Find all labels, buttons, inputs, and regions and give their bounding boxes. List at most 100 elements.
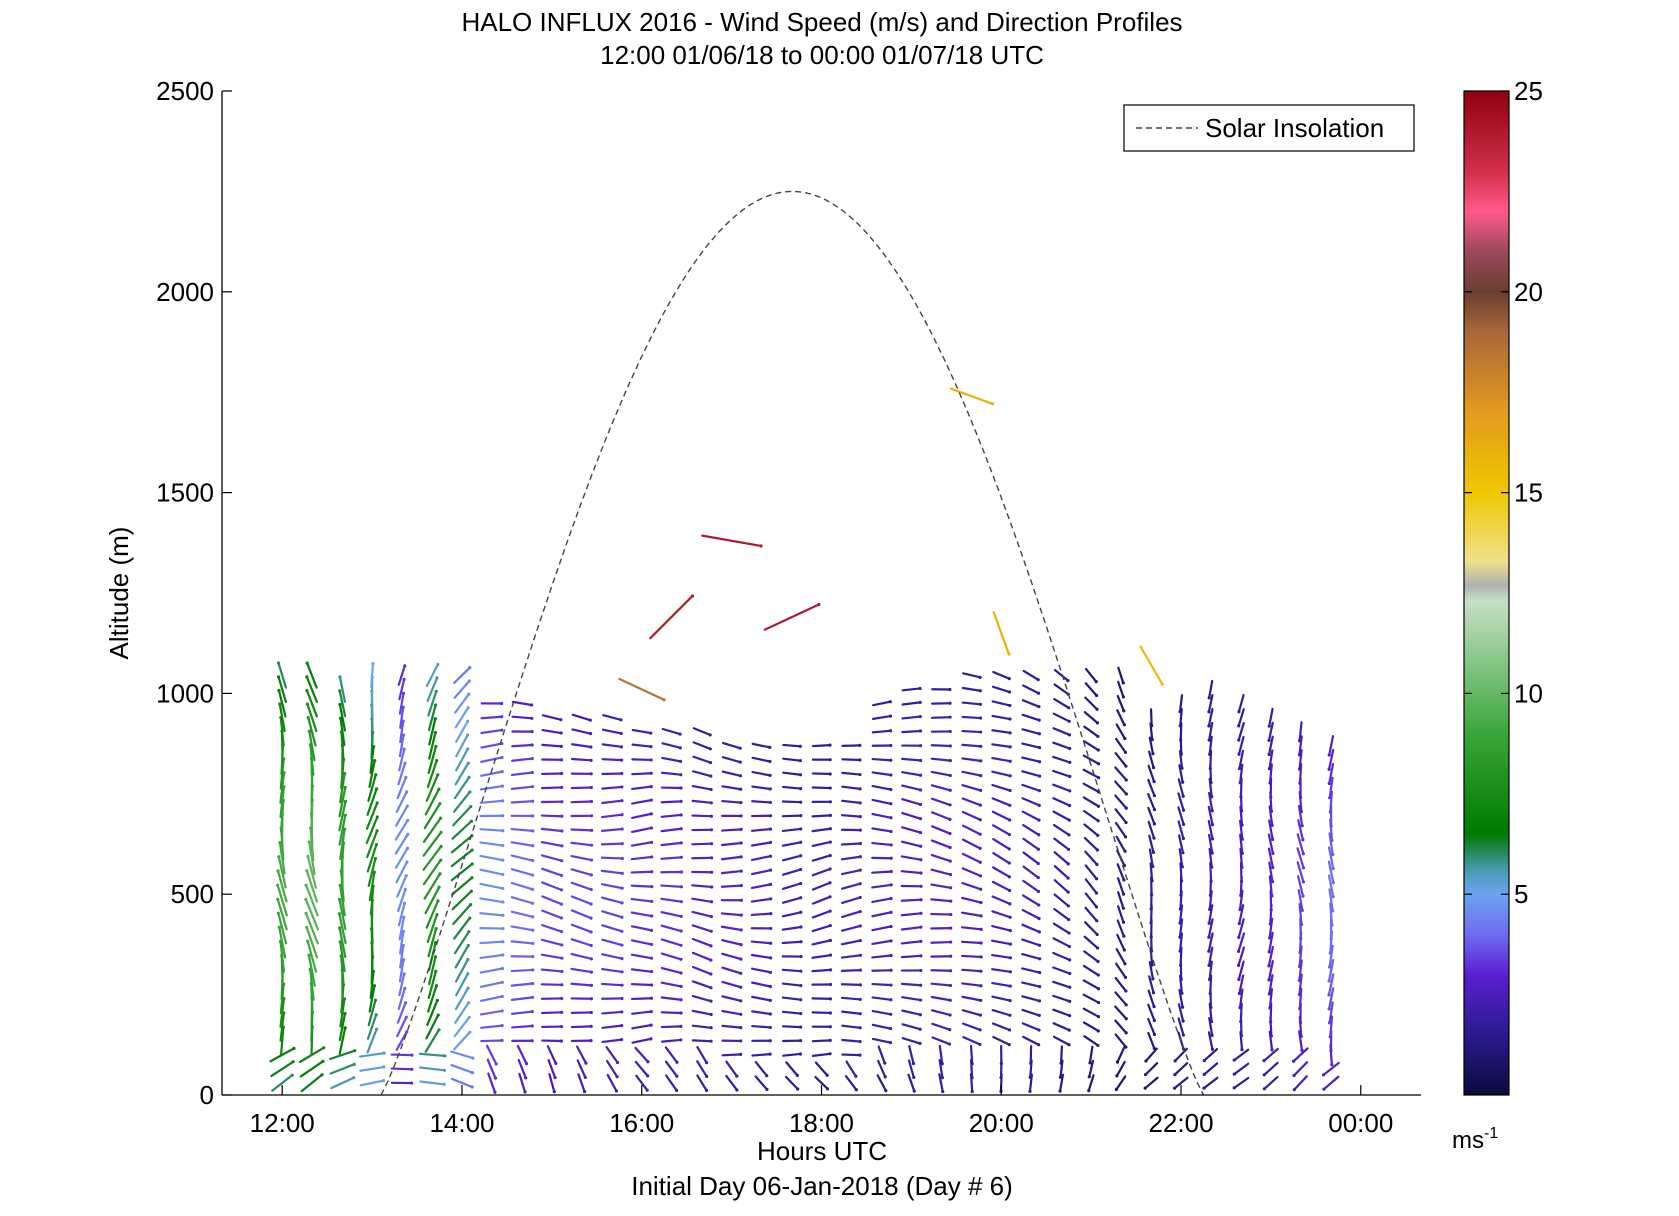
wind-vector	[1052, 769, 1072, 779]
wind-vector-head	[466, 733, 470, 737]
wind-vector	[785, 1061, 799, 1077]
wind-vector-head	[1178, 710, 1182, 714]
wind-vector-shaft	[422, 859, 442, 886]
wind-vector-shaft	[754, 1075, 769, 1091]
wind-vector-head	[1094, 905, 1099, 909]
wind-vector-shaft	[871, 911, 893, 918]
wind-vector-shaft	[541, 895, 563, 906]
wind-vector-head	[530, 887, 535, 891]
wind-vector	[871, 812, 893, 820]
wind-vector-shaft	[1082, 768, 1100, 779]
wind-vector	[692, 755, 713, 765]
wind-vector-head	[559, 888, 564, 892]
wind-vector-head	[1269, 809, 1274, 813]
wind-vector-shaft	[631, 812, 653, 819]
wind-vector	[781, 827, 803, 833]
wind-vector-head	[589, 758, 593, 762]
wind-vector-head	[799, 940, 803, 944]
wind-vector-head	[948, 701, 952, 705]
wind-vector	[366, 829, 379, 859]
wind-vector-head	[559, 873, 564, 878]
wind-vector-shaft	[900, 870, 923, 875]
wind-vector-head	[320, 1073, 324, 1077]
wind-vector	[396, 775, 408, 800]
wind-vector	[691, 1024, 713, 1030]
wind-vector-head	[1008, 902, 1012, 906]
wind-vector-shaft	[871, 883, 893, 889]
wind-vector-head	[1327, 1021, 1332, 1025]
wind-vector	[871, 714, 893, 720]
wind-vector-shaft	[479, 897, 504, 904]
wind-vector-head	[1180, 865, 1184, 869]
wind-vector-shaft	[452, 903, 472, 926]
wind-vector-head	[1037, 774, 1042, 778]
wind-vector-shaft	[781, 968, 802, 973]
wind-vector	[396, 1001, 408, 1024]
wind-vector-head	[858, 983, 862, 987]
wind-vector	[510, 995, 535, 1001]
wind-vector	[510, 785, 535, 790]
wind-vector-head	[1152, 1005, 1156, 1009]
wind-vector	[1082, 993, 1101, 1005]
wind-vector	[419, 1080, 446, 1086]
wind-vector	[510, 896, 535, 905]
wind-vector-shaft	[1115, 1075, 1127, 1091]
wind-vector-shaft	[630, 953, 653, 960]
wind-vector-head	[1210, 809, 1214, 813]
wind-vector-head	[889, 910, 893, 914]
wind-vector	[721, 966, 743, 975]
wind-vector-shaft	[367, 857, 377, 887]
wind-vector-shaft	[961, 686, 982, 692]
wind-vector-shaft	[1084, 892, 1098, 909]
wind-vector-shaft	[991, 714, 1012, 721]
wind-vector-head	[1121, 892, 1126, 896]
wind-vector	[510, 770, 534, 777]
wind-vector	[840, 953, 863, 959]
wind-vector-head	[739, 928, 743, 932]
wind-vector-shaft	[660, 827, 683, 833]
wind-vector-shaft	[600, 883, 624, 890]
wind-vector	[811, 968, 833, 973]
wind-vector-shaft	[871, 1009, 892, 1016]
wind-vector-shaft	[419, 1080, 446, 1086]
wind-vector	[570, 923, 593, 934]
wind-vector	[750, 882, 773, 890]
wind-vector-head	[679, 786, 683, 790]
wind-vector-head	[589, 902, 593, 906]
wind-vector-head	[1209, 879, 1213, 883]
wind-vector	[1117, 891, 1126, 910]
wind-vector	[366, 1013, 378, 1040]
wind-vector-head	[531, 968, 535, 972]
wind-vector-head	[501, 886, 505, 891]
wind-vector-head	[589, 916, 593, 920]
wind-vector-shaft	[1329, 790, 1333, 814]
wind-vector-head	[442, 1068, 447, 1072]
wind-vector	[365, 801, 379, 830]
wind-vector-head	[353, 1049, 357, 1053]
wind-vector	[570, 854, 594, 862]
wind-vector	[991, 1009, 1012, 1017]
wind-vector	[754, 1060, 769, 1078]
wind-vector	[664, 1046, 679, 1064]
wind-vector-shaft	[991, 910, 1012, 919]
wind-vector-shaft	[782, 771, 802, 776]
wind-vector-shaft	[541, 867, 563, 877]
wind-vector	[1328, 1015, 1334, 1039]
wind-vector-shaft	[451, 890, 473, 911]
wind-vector-shaft	[1116, 933, 1126, 952]
wind-vector-head	[589, 943, 593, 948]
wind-vector-head	[1208, 907, 1212, 911]
wind-vector-shaft	[1052, 980, 1071, 989]
wind-vector-shaft	[901, 996, 922, 1002]
wind-vector-shaft	[750, 827, 772, 832]
wind-vector	[1083, 935, 1100, 950]
wind-vector-shaft	[510, 881, 534, 891]
wind-vector-shaft	[930, 744, 952, 748]
wind-vector-shaft	[602, 714, 623, 721]
wind-vector	[540, 814, 564, 818]
wind-vector	[540, 827, 564, 833]
wind-vector-head	[500, 966, 505, 971]
wind-vector-head	[768, 800, 773, 805]
wind-vector-head	[919, 925, 923, 929]
wind-vector-shaft	[541, 881, 563, 891]
